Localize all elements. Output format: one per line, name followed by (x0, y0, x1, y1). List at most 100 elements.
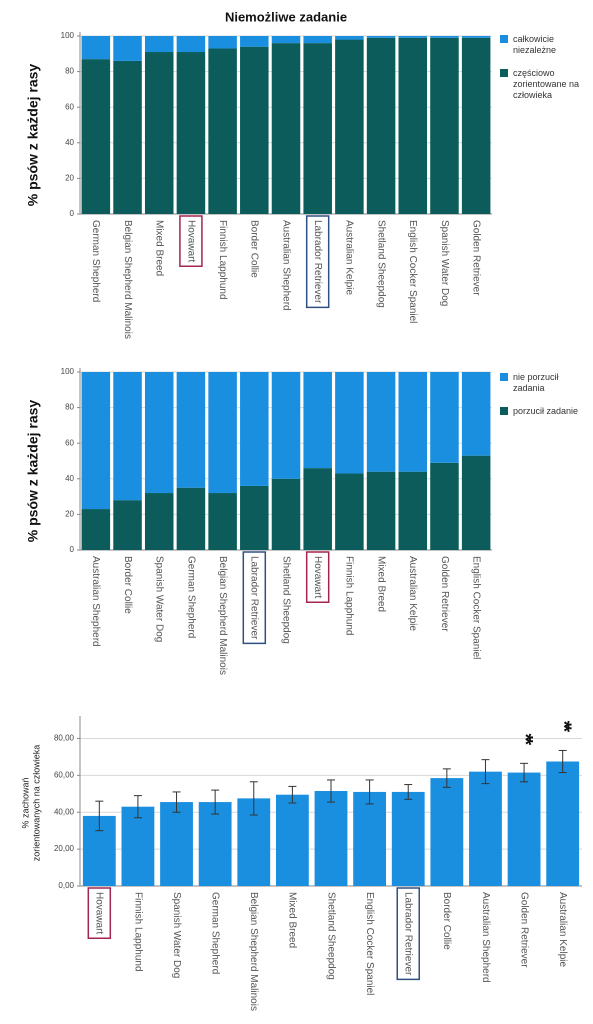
bar-segment (81, 59, 111, 214)
bar-segment (113, 372, 142, 501)
x-tick-label: Australian Shepherd (90, 556, 101, 647)
bar-segment (303, 468, 332, 550)
y-tick-label: 20,00 (54, 844, 75, 853)
x-tick-label: Finnish Lapphund (344, 556, 355, 636)
legend: całkowicie niezależne częściowo zorientow… (500, 34, 588, 113)
bar-segment (335, 372, 364, 474)
y-axis-label: % psów z każdej rasy (25, 64, 41, 207)
x-tick-label: Border Collie (249, 220, 260, 278)
x-tick-label: Hovawart (185, 220, 196, 262)
x-tick-label: Mixed Breed (154, 220, 165, 276)
bar-segment (303, 36, 332, 44)
x-tick-label: English Cocker Spaniel (407, 220, 418, 323)
bar-segment (366, 372, 396, 472)
legend-label: całkowicie niezależne (513, 34, 557, 55)
bar-segment (398, 471, 428, 550)
y-tick-label: 0 (70, 545, 75, 554)
bar-segment (303, 372, 332, 469)
bar-segment (366, 471, 396, 550)
bar-segment (398, 37, 428, 214)
x-tick-label: Shetland Sheepdog (375, 220, 386, 308)
bar-segment (430, 462, 459, 550)
legend-item: porzucił zadanie (500, 406, 588, 417)
legend-label: porzucił zadanie (513, 406, 579, 416)
bar (469, 771, 502, 886)
x-tick-label: German Shepherd (185, 556, 196, 638)
bar-segment (271, 43, 301, 215)
bar-segment (461, 37, 491, 214)
y-tick-label: 60,00 (54, 770, 75, 779)
legend-item: częściowo zorientowane na człowieka (500, 68, 588, 101)
x-tick-label: Golden Retriever (471, 220, 482, 296)
highlight-box (305, 215, 330, 309)
legend-label: nie porzucił zadania (513, 372, 559, 393)
y-axis-label: % zachowań (20, 777, 30, 828)
y-tick-label: 20 (65, 510, 74, 519)
bar-segment (113, 36, 142, 61)
bar-segment (144, 36, 174, 53)
bar-segment (208, 493, 237, 550)
bar-segment (303, 43, 332, 215)
y-tick-label: 60 (65, 102, 74, 111)
bar (121, 806, 155, 886)
bar-segment (240, 372, 269, 486)
x-tick-label: Belgian Shepherd Malinois (122, 220, 133, 339)
y-tick-label: 80,00 (54, 734, 75, 743)
x-tick-label: Spanish Water Dog (439, 220, 450, 306)
legend-swatch (500, 373, 508, 381)
bar-segment (271, 372, 301, 479)
highlight-box (87, 887, 112, 939)
bar-segment (208, 372, 237, 494)
legend: nie porzucił zadania porzucił zadanie (500, 372, 588, 429)
chart-title: Niemożliwe zadanie (225, 9, 347, 24)
x-tick-label: Belgian Shepherd Malinois (217, 556, 228, 675)
x-tick-label: Mixed Breed (375, 556, 386, 612)
y-tick-label: 0,00 (58, 881, 74, 890)
legend-swatch (500, 69, 508, 77)
x-tick-label: Shetland Sheepdog (325, 892, 336, 980)
bar-segment (240, 46, 269, 215)
legend-swatch (500, 407, 508, 415)
bar-segment (176, 52, 206, 214)
highlight-box (242, 551, 267, 645)
bar-segment (271, 36, 301, 44)
bar-segment (430, 37, 459, 214)
bar (160, 802, 193, 886)
y-tick-label: 40,00 (54, 807, 75, 816)
x-tick-label: Labrador Retriever (249, 556, 260, 640)
x-tick-label: Belgian Shepherd Malinois (248, 892, 259, 1011)
legend-item: nie porzucił zadania (500, 372, 588, 394)
bar-segment (81, 372, 111, 510)
x-tick-label: Border Collie (122, 556, 133, 614)
y-tick-label: 40 (65, 474, 74, 483)
x-tick-label: Mixed Breed (287, 892, 298, 948)
bar-segment (335, 473, 364, 550)
x-tick-label: Golden Retriever (439, 556, 450, 632)
bar-segment (113, 60, 142, 214)
legend-label: częściowo zorientowane na człowieka (513, 68, 580, 100)
y-tick-label: 80 (65, 67, 74, 76)
bar-segment (144, 52, 174, 214)
y-axis-label: % psów z każdej rasy (25, 400, 41, 543)
bar-segment (81, 509, 111, 550)
x-tick-label: Australian Shepherd (280, 220, 291, 311)
y-tick-label: 60 (65, 438, 74, 447)
bar-segment (461, 455, 491, 550)
bar-segment (240, 485, 269, 550)
bar-segment (176, 372, 206, 488)
bar-segment (335, 39, 364, 215)
x-tick-label: Finnish Lapphund (217, 220, 228, 300)
bar-segment (398, 36, 428, 38)
bar (430, 778, 464, 886)
bar-segment (366, 36, 396, 38)
bar (546, 761, 580, 886)
x-tick-label: Labrador Retriever (312, 220, 323, 304)
bar-segment (461, 372, 491, 456)
bar-segment (366, 37, 396, 214)
bar (391, 791, 425, 886)
bar (198, 802, 232, 886)
bar-segment (430, 36, 459, 38)
y-tick-label: 100 (61, 31, 75, 40)
bar-segment (144, 372, 174, 494)
